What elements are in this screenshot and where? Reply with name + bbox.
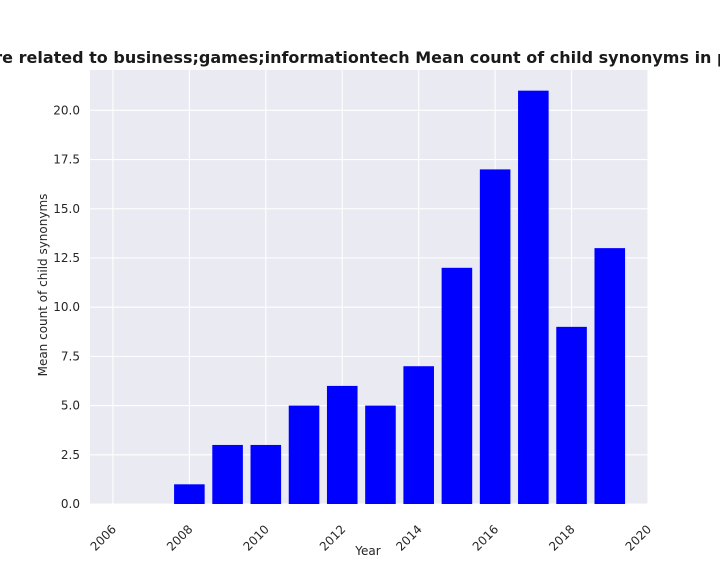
bar-2013 — [365, 405, 396, 504]
x-tick-label: 2012 — [317, 522, 348, 553]
bar-2012 — [326, 385, 358, 504]
bar-2011 — [288, 405, 320, 504]
x-tick-label: 2014 — [393, 522, 424, 553]
y-tick-label: 0.0 — [61, 497, 80, 511]
y-tick-label: 10.0 — [53, 300, 80, 314]
x-tick-label: 2016 — [470, 522, 501, 553]
bar-2008 — [174, 484, 205, 504]
bar-2009 — [212, 444, 243, 504]
bar-2015 — [441, 267, 473, 504]
bar-2016 — [479, 169, 511, 504]
x-tick-label: 2010 — [240, 522, 271, 553]
bar-2018 — [556, 326, 587, 504]
bar-2010 — [250, 444, 282, 504]
x-tick-label: 2006 — [88, 522, 119, 553]
chart-title: Categories are related to business;games… — [0, 48, 720, 67]
bars — [174, 90, 626, 505]
y-axis-ticks: 0.0 2.5 5.0 7.5 10.0 12.5 15.0 17.5 20.0 — [53, 103, 80, 511]
bar-2019 — [594, 248, 626, 504]
y-tick-label: 17.5 — [53, 153, 80, 167]
y-tick-label: 2.5 — [61, 448, 80, 462]
x-axis-label: Year — [354, 544, 380, 558]
x-tick-label: 2020 — [623, 522, 654, 553]
x-tick-label: 2008 — [164, 522, 195, 553]
y-tick-label: 5.0 — [61, 399, 80, 413]
bar-2017 — [518, 90, 549, 505]
y-axis-label: Mean count of child synonyms — [36, 194, 50, 377]
x-tick-label: 2018 — [546, 522, 577, 553]
y-tick-label: 20.0 — [53, 103, 80, 117]
y-tick-label: 7.5 — [61, 349, 80, 363]
y-tick-label: 15.0 — [53, 202, 80, 216]
y-tick-label: 12.5 — [53, 251, 80, 265]
bar-2014 — [403, 366, 434, 504]
